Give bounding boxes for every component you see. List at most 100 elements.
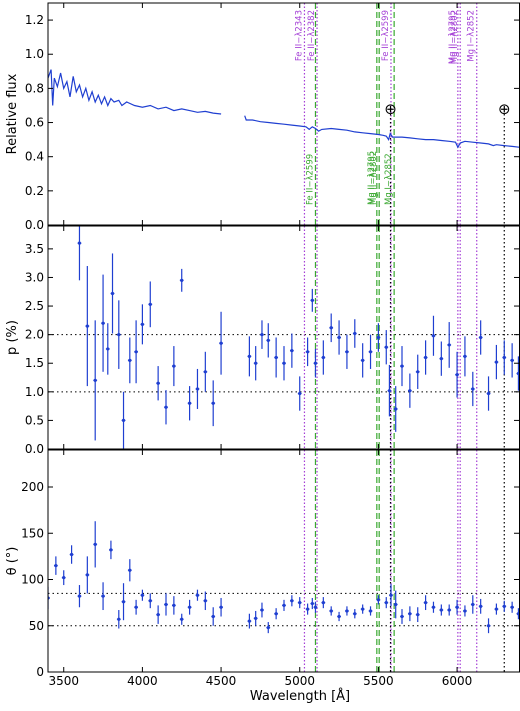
data-point bbox=[384, 330, 389, 365]
point-marker bbox=[384, 345, 388, 349]
data-point bbox=[282, 346, 286, 381]
data-point bbox=[101, 582, 105, 611]
data-point bbox=[85, 266, 90, 387]
point-marker bbox=[389, 593, 393, 597]
data-point bbox=[439, 604, 444, 616]
data-point bbox=[140, 589, 145, 601]
point-marker bbox=[101, 594, 105, 598]
point-marker bbox=[384, 601, 388, 605]
point-marker bbox=[510, 605, 514, 609]
data-point bbox=[247, 336, 252, 377]
point-marker bbox=[85, 324, 89, 328]
data-point bbox=[384, 597, 389, 609]
point-marker bbox=[93, 378, 97, 382]
data-point bbox=[203, 591, 208, 611]
y-axis-label: p (%) bbox=[5, 320, 20, 355]
point-marker bbox=[203, 370, 207, 374]
point-marker bbox=[93, 542, 97, 546]
data-point bbox=[393, 590, 398, 619]
data-point bbox=[393, 386, 398, 432]
point-marker bbox=[282, 361, 286, 365]
data-point bbox=[415, 607, 420, 623]
data-point bbox=[345, 334, 349, 369]
y-tick-label: 3.5 bbox=[25, 242, 44, 256]
fe-mg-ii-label: Fe II−λ2343 bbox=[294, 10, 304, 61]
data-point bbox=[439, 341, 444, 376]
y-tick-label: 1.2 bbox=[25, 13, 44, 27]
data-point bbox=[77, 585, 82, 608]
panel-plot-area bbox=[48, 226, 520, 449]
data-point bbox=[305, 603, 310, 615]
point-marker bbox=[134, 350, 138, 354]
data-point bbox=[127, 559, 132, 582]
data-point bbox=[85, 556, 90, 594]
data-point bbox=[260, 602, 264, 618]
point-marker bbox=[260, 608, 264, 612]
data-point bbox=[211, 607, 216, 626]
y-tick-label: 0.2 bbox=[25, 184, 44, 198]
point-marker bbox=[254, 616, 258, 620]
point-marker bbox=[439, 357, 443, 361]
point-marker bbox=[337, 335, 341, 340]
data-point bbox=[400, 346, 404, 387]
data-point bbox=[93, 320, 98, 441]
point-marker bbox=[164, 602, 168, 607]
data-point bbox=[310, 288, 315, 312]
data-point bbox=[179, 268, 184, 292]
data-point bbox=[360, 604, 365, 614]
data-point bbox=[219, 598, 223, 617]
point-marker bbox=[310, 298, 314, 302]
point-marker bbox=[345, 350, 349, 354]
point-marker bbox=[447, 608, 451, 612]
panel-flux: ⊕ ⊕Fe II−λ2343 Fe II−λ2382 Fe II−λ2599 Mg II… bbox=[5, 2, 520, 232]
point-marker bbox=[70, 552, 74, 557]
data-point bbox=[352, 609, 357, 619]
data-point bbox=[148, 281, 153, 328]
y-tick-label: 3.0 bbox=[25, 270, 44, 284]
point-marker bbox=[306, 607, 310, 611]
point-marker bbox=[298, 391, 302, 396]
point-marker bbox=[439, 608, 443, 612]
data-point bbox=[156, 366, 161, 401]
x-axis-label: Wavelength [Å] bbox=[250, 688, 350, 704]
point-marker bbox=[310, 601, 314, 606]
data-point bbox=[494, 344, 499, 380]
data-point bbox=[187, 386, 192, 421]
y-tick-label: 0.6 bbox=[25, 116, 44, 130]
point-marker bbox=[77, 594, 82, 598]
x-tick-label: 4500 bbox=[206, 674, 237, 688]
point-marker bbox=[494, 360, 498, 364]
data-point bbox=[423, 595, 428, 611]
data-point bbox=[121, 391, 126, 449]
data-point bbox=[313, 601, 318, 613]
point-marker bbox=[424, 601, 428, 605]
data-point bbox=[431, 315, 436, 356]
data-point bbox=[203, 351, 208, 392]
panel-frame bbox=[47, 449, 520, 673]
data-point bbox=[337, 611, 341, 622]
point-marker bbox=[486, 624, 491, 628]
y-tick-label: 0 bbox=[36, 665, 44, 679]
data-point bbox=[247, 613, 252, 629]
data-point bbox=[470, 371, 475, 407]
data-point bbox=[195, 368, 200, 409]
data-point bbox=[211, 380, 216, 427]
point-marker bbox=[188, 605, 192, 609]
y-tick-label: 2.5 bbox=[25, 299, 44, 313]
point-marker bbox=[128, 568, 132, 572]
point-marker bbox=[394, 407, 398, 411]
data-point bbox=[431, 601, 436, 613]
point-marker bbox=[368, 609, 373, 613]
data-point bbox=[368, 606, 373, 616]
point-marker bbox=[353, 331, 357, 336]
point-marker bbox=[329, 609, 333, 613]
point-marker bbox=[290, 349, 294, 353]
panel-plot-area: ⊕ ⊕ bbox=[48, 3, 520, 225]
point-marker bbox=[447, 343, 451, 347]
panels-group: ⊕ ⊕Fe II−λ2343 Fe II−λ2382 Fe II−λ2599 Mg II… bbox=[5, 2, 520, 679]
data-point bbox=[510, 343, 515, 378]
data-point bbox=[463, 336, 467, 377]
point-marker bbox=[400, 364, 404, 368]
x-tick-label: 5500 bbox=[363, 674, 394, 688]
